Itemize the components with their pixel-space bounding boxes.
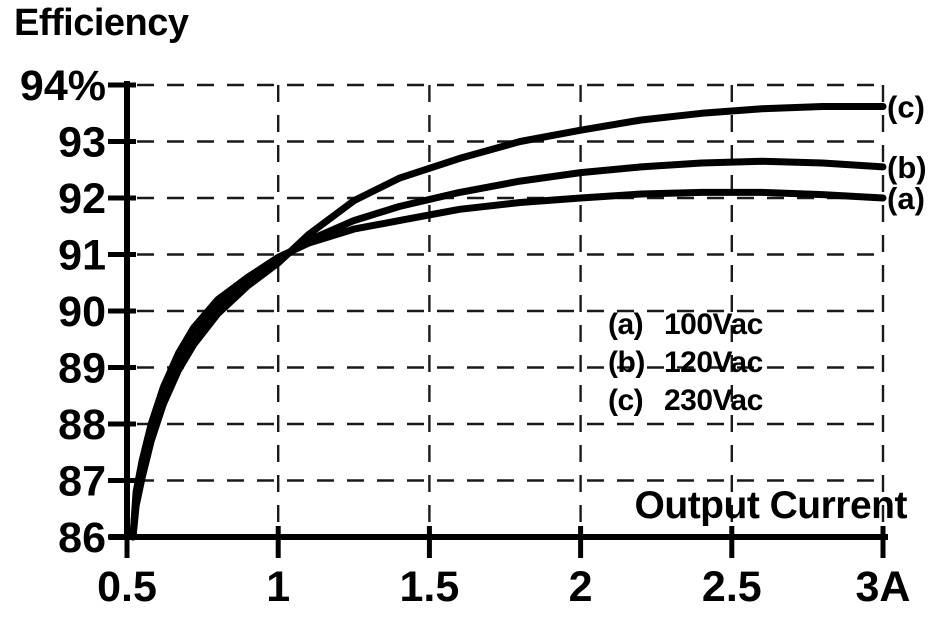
y-tick-label-92: 92 xyxy=(58,175,106,223)
y-tick-label-91: 91 xyxy=(58,232,106,280)
curve-c xyxy=(129,103,887,541)
chart-title: Efficiency xyxy=(14,2,189,44)
legend-label-b: 120Vac xyxy=(664,346,763,379)
legend: (a) 100Vac (b) 120Vac (c) 230Vac xyxy=(608,306,763,420)
legend-key-a: (a) xyxy=(608,308,644,341)
y-tick-label-90: 90 xyxy=(58,288,106,336)
y-tick-label-87: 87 xyxy=(58,458,106,506)
x-axis-title: Output Current xyxy=(634,484,908,527)
y-tick-label-88: 88 xyxy=(58,401,106,449)
x-tick-label-1: 1 xyxy=(266,563,290,611)
curve-label-c: (c) xyxy=(887,89,925,124)
y-tick-label-89: 89 xyxy=(58,345,106,393)
curve-label-b: (b) xyxy=(887,150,927,185)
y-tick-label-86: 86 xyxy=(58,514,106,562)
x-tick-label-1.5: 1.5 xyxy=(400,563,460,611)
curve-label-a: (a) xyxy=(887,181,925,216)
legend-label-c: 230Vac xyxy=(664,384,763,417)
x-tick-label-3: 3A xyxy=(856,563,911,611)
legend-key-b: (b) xyxy=(608,346,645,379)
y-tick-label-93: 93 xyxy=(58,119,106,167)
legend-item-a: (a) 100Vac xyxy=(608,306,763,344)
legend-item-b: (b) 120Vac xyxy=(608,344,763,382)
x-tick-label-2: 2 xyxy=(569,563,593,611)
legend-key-c: (c) xyxy=(608,384,644,417)
x-tick-label-0.5: 0.5 xyxy=(97,563,157,611)
curve-b xyxy=(129,157,887,541)
legend-label-a: 100Vac xyxy=(664,308,763,341)
x-tick-label-2.5: 2.5 xyxy=(702,563,762,611)
legend-item-c: (c) 230Vac xyxy=(608,382,763,420)
y-tick-label-94: 94% xyxy=(20,62,106,110)
